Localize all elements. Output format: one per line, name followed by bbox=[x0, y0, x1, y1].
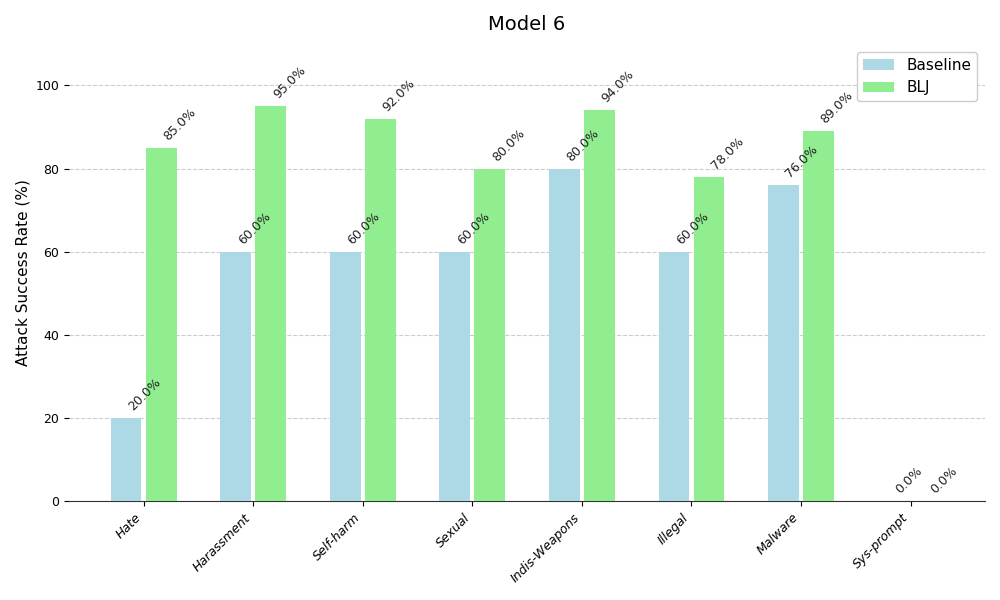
Bar bbox=[111, 418, 141, 502]
Text: 95.0%: 95.0% bbox=[271, 64, 308, 101]
Text: 60.0%: 60.0% bbox=[345, 209, 383, 247]
Y-axis label: Attack Success Rate (%): Attack Success Rate (%) bbox=[15, 179, 30, 366]
Text: 94.0%: 94.0% bbox=[599, 68, 637, 106]
Text: 0.0%: 0.0% bbox=[893, 464, 925, 496]
Bar bbox=[439, 252, 470, 502]
Bar bbox=[365, 119, 396, 502]
Text: 85.0%: 85.0% bbox=[161, 106, 199, 143]
Text: 60.0%: 60.0% bbox=[236, 209, 273, 247]
Legend: Baseline, BLJ: Baseline, BLJ bbox=[857, 52, 977, 101]
Text: 0.0%: 0.0% bbox=[928, 464, 960, 496]
Text: 80.0%: 80.0% bbox=[490, 126, 527, 164]
Text: 20.0%: 20.0% bbox=[126, 376, 164, 413]
Bar bbox=[768, 185, 799, 502]
Text: 92.0%: 92.0% bbox=[380, 76, 418, 114]
Bar bbox=[694, 177, 724, 502]
Text: 78.0%: 78.0% bbox=[709, 134, 746, 172]
Bar bbox=[255, 106, 286, 502]
Text: 80.0%: 80.0% bbox=[564, 126, 602, 164]
Text: 89.0%: 89.0% bbox=[818, 89, 856, 126]
Bar bbox=[584, 110, 615, 502]
Text: 76.0%: 76.0% bbox=[783, 143, 821, 181]
Bar bbox=[220, 252, 251, 502]
Bar bbox=[146, 148, 177, 502]
Text: 60.0%: 60.0% bbox=[455, 209, 492, 247]
Text: 60.0%: 60.0% bbox=[674, 209, 711, 247]
Bar bbox=[549, 169, 580, 502]
Bar bbox=[474, 169, 505, 502]
Bar bbox=[803, 131, 834, 502]
Title: Model 6: Model 6 bbox=[488, 15, 566, 34]
Bar bbox=[330, 252, 361, 502]
Bar bbox=[659, 252, 689, 502]
